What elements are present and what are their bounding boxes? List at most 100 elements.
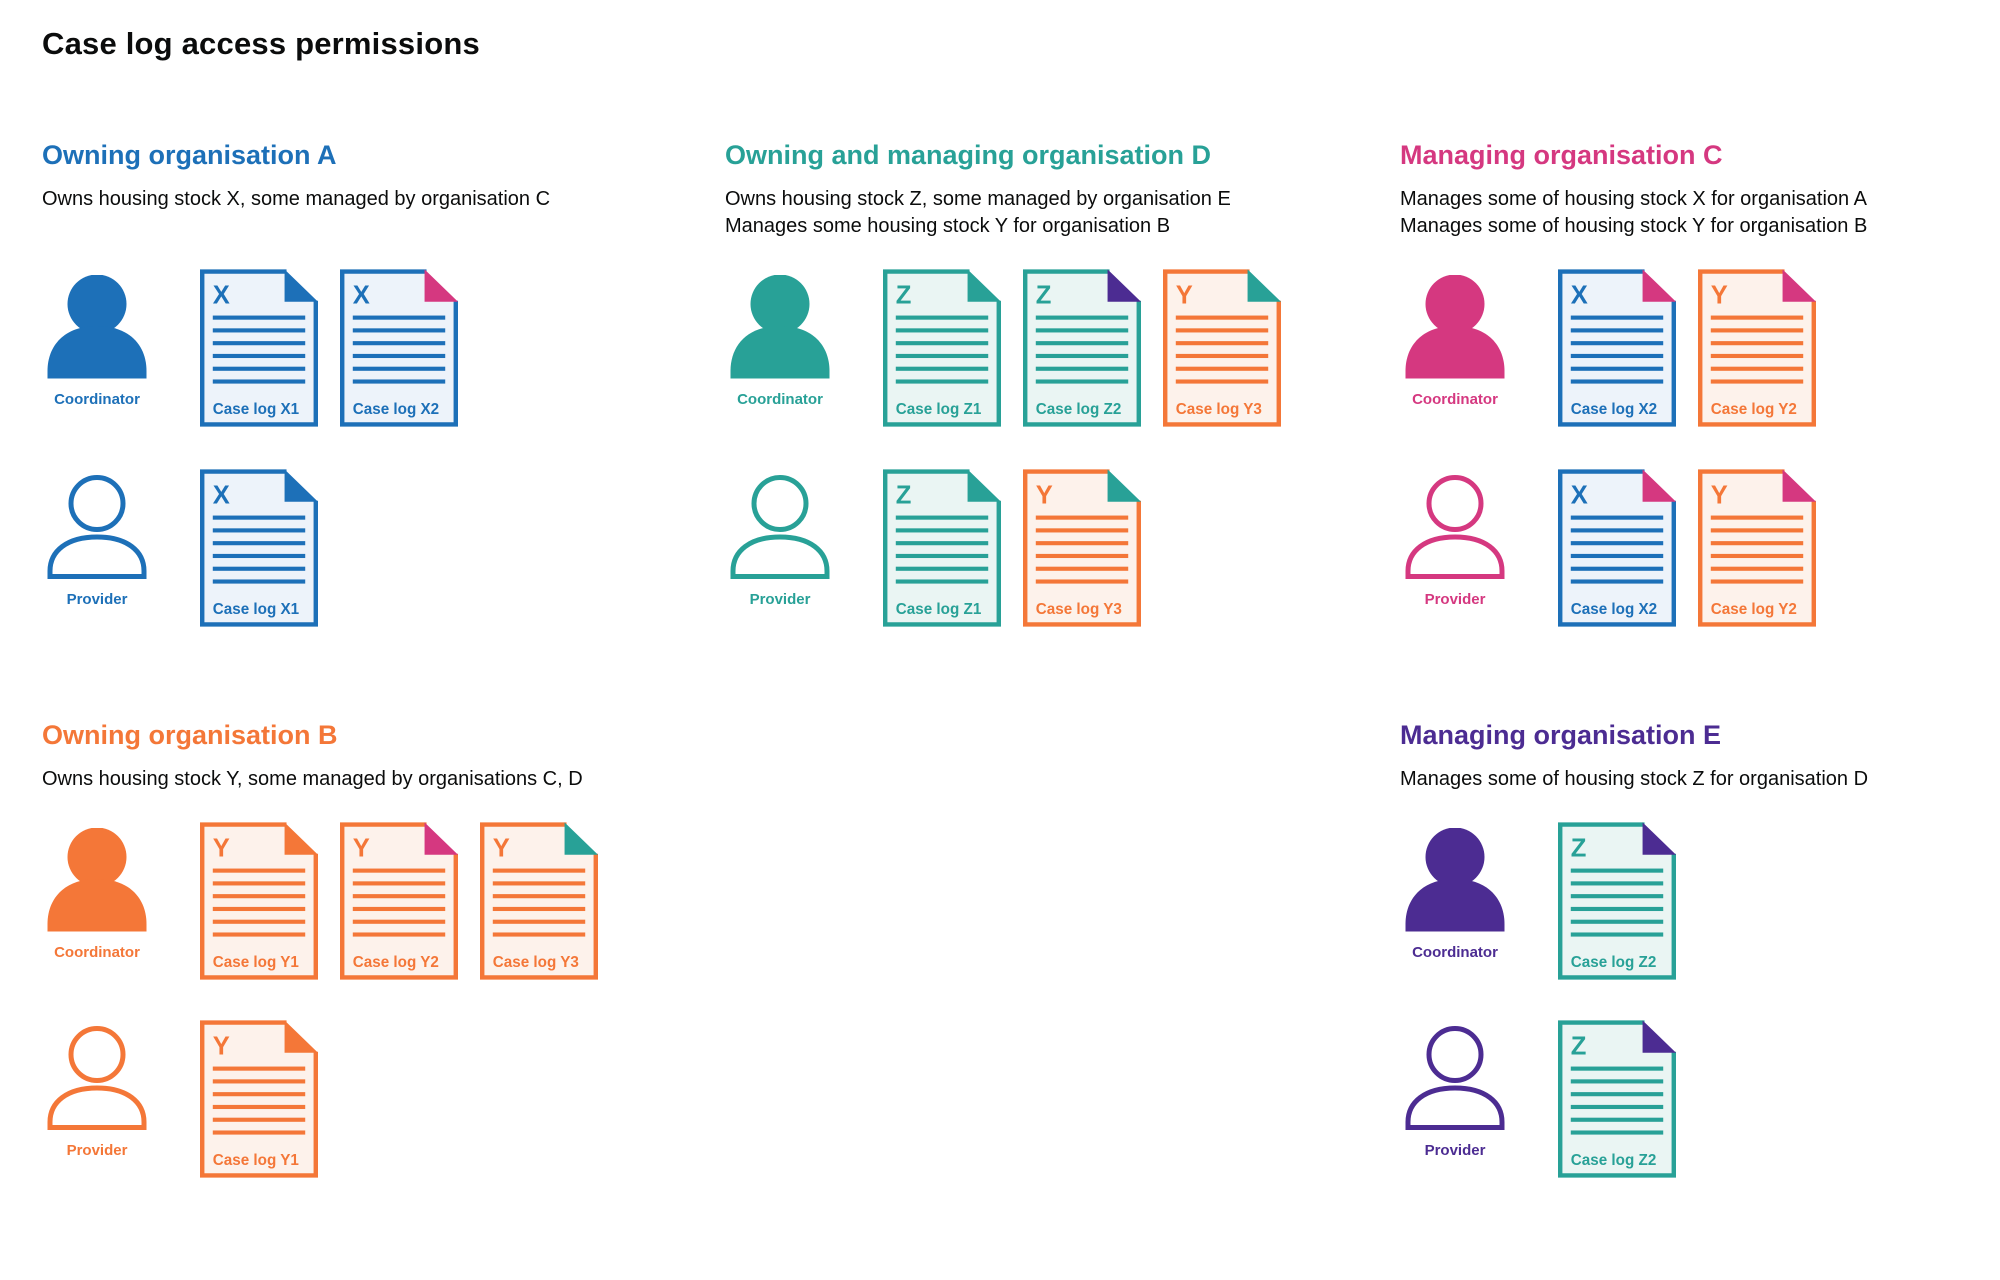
section-org-b: Owning organisation B Owns housing stock … [42, 720, 598, 1178]
document-text-line [1570, 528, 1664, 533]
section-description: Manages some of housing stock X for orga… [1400, 186, 1867, 240]
document-text-line [1570, 515, 1664, 520]
document-text-line [1710, 528, 1804, 533]
section-title: Owning organisation A [42, 140, 337, 170]
document-text-line [492, 894, 586, 899]
document-text-line [212, 1079, 306, 1084]
document-label: Case log Z2 [1571, 1152, 1657, 1169]
document-text-line [1175, 341, 1269, 346]
document-label: Case log Y2 [1711, 601, 1797, 618]
coordinator-person: Coordinator [42, 275, 152, 408]
document-text-line [352, 868, 446, 873]
document-text-line [895, 553, 989, 559]
document-text-line [895, 315, 989, 320]
document-fold-icon [1642, 469, 1676, 502]
document-text-line [1175, 379, 1269, 384]
document-page [885, 271, 999, 425]
document-text-line [1035, 579, 1129, 584]
document-fold-icon [1107, 269, 1141, 302]
case-log-documents: Z Case log Z1 Y Case log Y3 [883, 467, 1141, 629]
section-description: Owns housing stock Y, some managed by or… [42, 766, 583, 793]
section-title: Managing organisation E [1400, 720, 1722, 750]
case-log-document: X Case log X1 [200, 269, 318, 427]
case-log-documents: Z Case log Z2 [1558, 820, 1676, 982]
document-text-line [352, 906, 446, 912]
document-text-line [212, 1092, 306, 1097]
document-text-line [1035, 566, 1129, 571]
document-label: Case log Z1 [896, 601, 982, 618]
case-log-document: Y Case log Y3 [1023, 469, 1141, 627]
document-text-line [492, 906, 586, 912]
document-page [1560, 1022, 1674, 1176]
document-text-line [1570, 566, 1664, 571]
document-fold-icon [564, 822, 598, 855]
case-log-document: Y Case log Y1 [200, 1020, 318, 1178]
document-page [342, 271, 456, 425]
coordinator-person: Coordinator [1400, 828, 1510, 961]
document-text-line [1570, 894, 1664, 899]
document-border [1023, 269, 1141, 427]
section-description: Owns housing stock X, some managed by or… [42, 186, 550, 213]
document-border [1558, 822, 1676, 980]
document-page [885, 471, 999, 625]
document-letter: Y [1711, 282, 1728, 310]
document-letter: Y [353, 835, 370, 863]
role-label: Provider [66, 591, 128, 608]
section-description-line: Owns housing stock Z, some managed by or… [725, 188, 1231, 210]
document-label: Case log X1 [213, 601, 300, 618]
document-text-line [352, 932, 446, 937]
provider-icon [1405, 1026, 1505, 1130]
document-border [340, 822, 458, 980]
document-text-line [1710, 328, 1804, 333]
role-label: Provider [1424, 1142, 1486, 1159]
document-text-line [1570, 1117, 1664, 1122]
case-log-document: Y Case log Y2 [1698, 269, 1816, 427]
document-text-line [1710, 579, 1804, 584]
document-page [1700, 271, 1814, 425]
document-text-line [212, 894, 306, 899]
document-letter: X [213, 282, 230, 310]
document-border [1558, 269, 1676, 427]
case-log-documents: X Case log X2 Y Case log Y2 [1558, 467, 1816, 629]
section-org-e: Managing organisation E Manages some of h… [1400, 720, 1869, 1178]
document-letter: Y [213, 1033, 230, 1061]
document-fold-icon [967, 269, 1001, 302]
document-text-line [1710, 541, 1804, 546]
document-page [342, 824, 456, 978]
document-label: Case log X1 [213, 401, 300, 418]
document-letter: Y [213, 835, 230, 863]
document-label: Case log X2 [353, 401, 439, 418]
role-label: Coordinator [1412, 944, 1498, 961]
provider-person: Provider [1400, 475, 1510, 608]
document-text-line [352, 881, 446, 886]
document-page [1025, 271, 1139, 425]
document-label: Case log Z2 [1571, 954, 1657, 971]
case-log-documents: Y Case log Y1 Y Case log Y2 Y Case log Y3 [200, 820, 598, 982]
role-label: Provider [749, 591, 811, 608]
document-text-line [895, 353, 989, 359]
document-text-line [212, 1104, 306, 1110]
document-border [1163, 269, 1281, 427]
document-text-line [352, 315, 446, 320]
document-border [200, 469, 318, 627]
document-text-line [212, 566, 306, 571]
document-text-line [1570, 881, 1664, 886]
coordinator-person: Coordinator [42, 828, 152, 961]
section-description-line: Manages some of housing stock Z for orga… [1400, 768, 1869, 790]
case-log-document: Z Case log Z2 [1558, 1020, 1676, 1178]
case-log-document: Z Case log Z2 [1023, 269, 1141, 427]
document-letter: Z [1571, 835, 1587, 863]
case-log-documents: X Case log X2 Y Case log Y2 [1558, 267, 1816, 429]
document-text-line [492, 881, 586, 886]
document-text-line [1570, 906, 1664, 912]
document-text-line [352, 379, 446, 384]
document-text-line [352, 894, 446, 899]
provider-icon [47, 475, 147, 579]
document-page [202, 471, 316, 625]
provider-person: Provider [42, 475, 152, 608]
document-text-line [1710, 515, 1804, 520]
section-org-c: Managing organisation C Manages some of h… [1400, 140, 1867, 627]
section-description-line: Owns housing stock X, some managed by or… [42, 188, 551, 210]
document-text-line [1570, 868, 1664, 873]
section-description-line: Owns housing stock Y, some managed by or… [42, 768, 583, 790]
